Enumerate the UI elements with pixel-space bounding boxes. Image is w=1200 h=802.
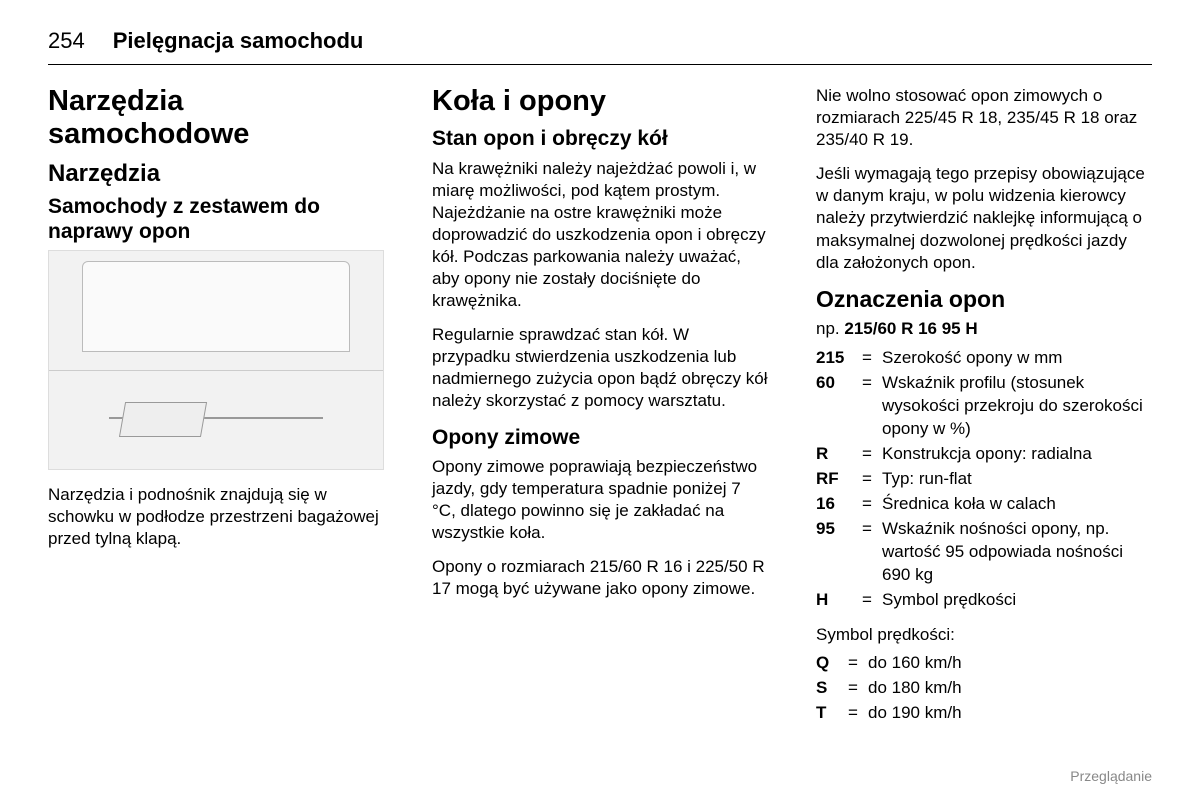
definition-row: 60=Wskaźnik profilu (stosunek wysokości …: [816, 372, 1152, 441]
definition-value: do 180 km/h: [868, 677, 1152, 700]
equals-sign: =: [858, 518, 876, 587]
wheels-main-heading: Koła i opony: [432, 85, 768, 118]
car-outline-icon: [82, 261, 349, 353]
definition-key: S: [816, 677, 838, 700]
example-value: 215/60 R 16 95 H: [844, 319, 977, 338]
winter-tires-p2: Opony o rozmiarach 215/60 R 16 i 225/50 …: [432, 556, 768, 600]
tire-condition-p2: Regularnie sprawdzać stan kół. W przypad…: [432, 324, 768, 412]
tire-code-definitions: 215=Szerokość opony w mm60=Wskaźnik prof…: [816, 347, 1152, 611]
jack-icon: [82, 391, 349, 450]
equals-sign: =: [844, 702, 862, 725]
speed-symbol-definitions: Q = do 160 km/h S = do 180 km/h T = do 190 km/h: [816, 652, 1152, 725]
tools-body-text: Narzędzia i podnośnik znajdują się w sch…: [48, 484, 384, 550]
definition-row: 95=Wskaźnik nośności opony, np. wartość …: [816, 518, 1152, 587]
definition-key: 60: [816, 372, 852, 441]
content-columns: Narzędzia samochodowe Narzędzia Samochod…: [48, 85, 1152, 737]
equals-sign: =: [858, 372, 876, 441]
tire-condition-heading: Stan opon i obręczy kół: [432, 126, 768, 151]
column-3: Nie wolno stosować opon zimowych o rozmi…: [816, 85, 1152, 737]
definition-row: S = do 180 km/h: [816, 677, 1152, 700]
definition-key: R: [816, 443, 852, 466]
winter-tires-heading: Opony zimowe: [432, 425, 768, 450]
equals-sign: =: [844, 677, 862, 700]
definition-key: Q: [816, 652, 838, 675]
definition-value: Szerokość opony w mm: [882, 347, 1152, 370]
definition-row: H = Symbol prędkości: [816, 589, 1152, 612]
illustration-bottom: [49, 371, 383, 469]
page-number: 254: [48, 28, 85, 54]
definition-row: RF = Typ: run-flat: [816, 468, 1152, 491]
speed-symbol-label: Symbol prędkości:: [816, 624, 1152, 646]
tools-illustration: [48, 250, 384, 470]
equals-sign: =: [858, 347, 876, 370]
definition-value: do 160 km/h: [868, 652, 1152, 675]
definition-value: do 190 km/h: [868, 702, 1152, 725]
definition-row: Q = do 160 km/h: [816, 652, 1152, 675]
chapter-title: Pielęgnacja samochodu: [113, 28, 364, 54]
definition-key: 16: [816, 493, 852, 516]
definition-row: R = Konstrukcja opony: radialna: [816, 443, 1152, 466]
definition-value: Typ: run-flat: [882, 468, 1152, 491]
tools-main-heading: Narzędzia samochodowe: [48, 85, 384, 152]
definition-value: Wskaźnik profilu (stosunek wysokości prz…: [882, 372, 1152, 441]
tire-example-line: np. 215/60 R 16 95 H: [816, 319, 1152, 339]
equals-sign: =: [858, 493, 876, 516]
footer-text: Przeglądanie: [1070, 768, 1152, 784]
equals-sign: =: [844, 652, 862, 675]
equals-sign: =: [858, 468, 876, 491]
definition-value: Symbol prędkości: [882, 589, 1152, 612]
forbidden-sizes-text: Nie wolno stosować opon zimowych o rozmi…: [816, 85, 1152, 151]
definition-key: RF: [816, 468, 852, 491]
sticker-info-text: Jeśli wymagają tego przepisy obowiązując…: [816, 163, 1152, 273]
example-prefix: np.: [816, 319, 844, 338]
tire-markings-heading: Oznaczenia opon: [816, 286, 1152, 314]
page-header: 254 Pielęgnacja samochodu: [48, 28, 1152, 65]
definition-value: Wskaźnik nośności opony, np. wartość 95 …: [882, 518, 1152, 587]
column-1: Narzędzia samochodowe Narzędzia Samochod…: [48, 85, 384, 737]
definition-row: 215 = Szerokość opony w mm: [816, 347, 1152, 370]
illustration-top: [49, 251, 383, 371]
definition-row: 16 = Średnica koła w calach: [816, 493, 1152, 516]
equals-sign: =: [858, 589, 876, 612]
definition-key: 215: [816, 347, 852, 370]
equals-sign: =: [858, 443, 876, 466]
tire-condition-p1: Na krawężniki należy najeżdżać powoli i,…: [432, 158, 768, 313]
definition-value: Średnica koła w calach: [882, 493, 1152, 516]
definition-key: T: [816, 702, 838, 725]
definition-value: Konstrukcja opony: radialna: [882, 443, 1152, 466]
column-2: Koła i opony Stan opon i obręczy kół Na …: [432, 85, 768, 737]
definition-key: 95: [816, 518, 852, 587]
definition-row: T = do 190 km/h: [816, 702, 1152, 725]
tire-kit-heading: Samochody z zestawem do naprawy opon: [48, 194, 384, 244]
tools-sub-heading: Narzędzia: [48, 160, 384, 188]
definition-key: H: [816, 589, 852, 612]
winter-tires-p1: Opony zimowe poprawiają bezpieczeństwo j…: [432, 456, 768, 544]
